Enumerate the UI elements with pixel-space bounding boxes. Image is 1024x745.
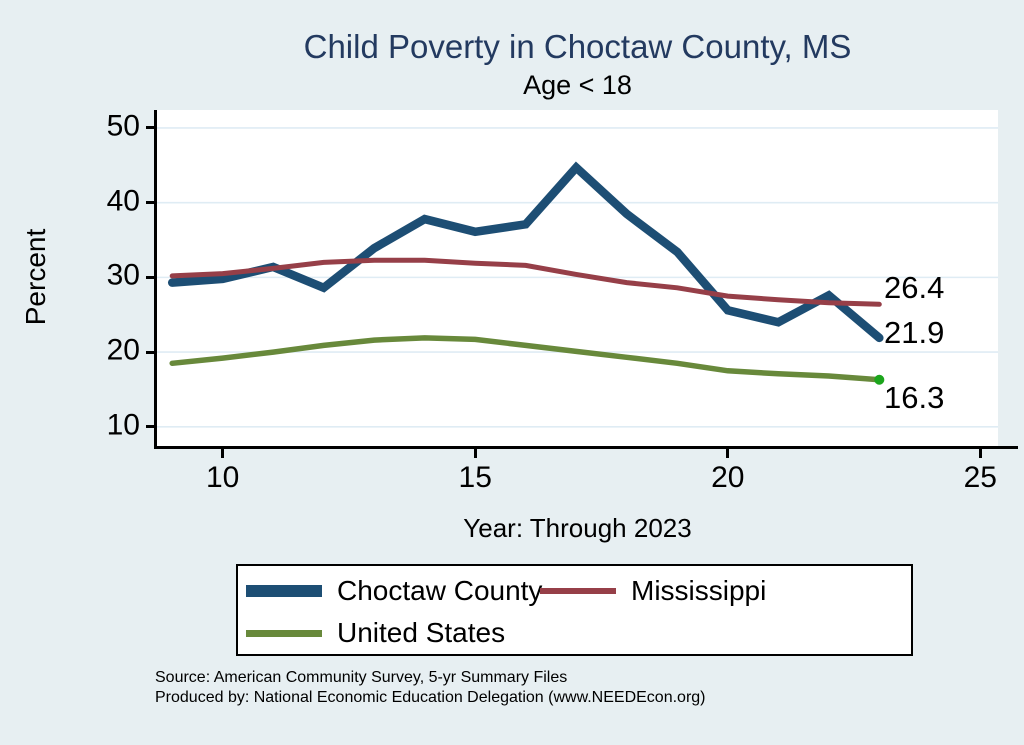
legend-item-choctaw-county: Choctaw County <box>246 570 542 612</box>
y-tick-mark-50 <box>146 126 157 130</box>
y-axis-title: Percent <box>20 228 51 326</box>
series-line-0 <box>167 161 884 343</box>
legend-swatch-united-states <box>246 629 322 637</box>
x-tick-label-25: 25 <box>963 461 997 494</box>
end-label-0: 21.9 <box>884 314 945 350</box>
legend-swatch-mississippi <box>540 588 616 594</box>
y-tick-label-40: 40 <box>106 184 140 218</box>
produced-by-text: Produced by: National Economic Education… <box>155 689 706 706</box>
source-text: Source: American Community Survey, 5-yr … <box>155 669 568 686</box>
y-tick-label-30: 30 <box>106 259 140 293</box>
y-tick-mark-40 <box>146 201 157 205</box>
x-tick-label-15: 15 <box>458 461 492 494</box>
series-line-1 <box>169 257 882 307</box>
end-marker-dot <box>874 374 885 385</box>
legend-item-mississippi: Mississippi <box>540 570 766 612</box>
y-tick-mark-10 <box>146 425 157 429</box>
legend-label-united-states: United States <box>337 617 506 648</box>
chart-subtitle: Age < 18 <box>523 70 632 100</box>
plot-area <box>157 110 998 447</box>
chart-title: Child Poverty in Choctaw County, MS <box>303 28 852 65</box>
legend-label-choctaw-county: Choctaw County <box>337 575 543 606</box>
y-axis-line <box>154 110 157 449</box>
x-axis-title: Year: Through 2023 <box>463 513 692 543</box>
end-label-1: 26.4 <box>884 270 945 306</box>
y-tick-label-50: 50 <box>106 109 140 143</box>
x-axis-line <box>154 446 1018 449</box>
x-tick-mark-25 <box>978 449 982 458</box>
y-tick-label-20: 20 <box>106 333 140 367</box>
legend-swatch-choctaw-county <box>246 585 322 597</box>
legend: Choctaw County Mississippi United States <box>236 564 913 656</box>
legend-label-mississippi: Mississippi <box>631 575 767 606</box>
chart-canvas <box>157 127 998 428</box>
x-tick-label-20: 20 <box>711 461 745 494</box>
end-label-2: 16.3 <box>884 379 945 415</box>
x-tick-mark-20 <box>726 449 730 458</box>
x-tick-mark-10 <box>221 449 225 458</box>
series-line-2 <box>169 335 883 383</box>
x-tick-label-10: 10 <box>205 461 240 494</box>
x-tick-mark-15 <box>473 449 477 458</box>
y-tick-label-10: 10 <box>106 408 140 442</box>
y-tick-mark-20 <box>146 350 157 354</box>
y-tick-mark-30 <box>146 275 157 279</box>
legend-item-united-states: United States <box>246 612 505 654</box>
